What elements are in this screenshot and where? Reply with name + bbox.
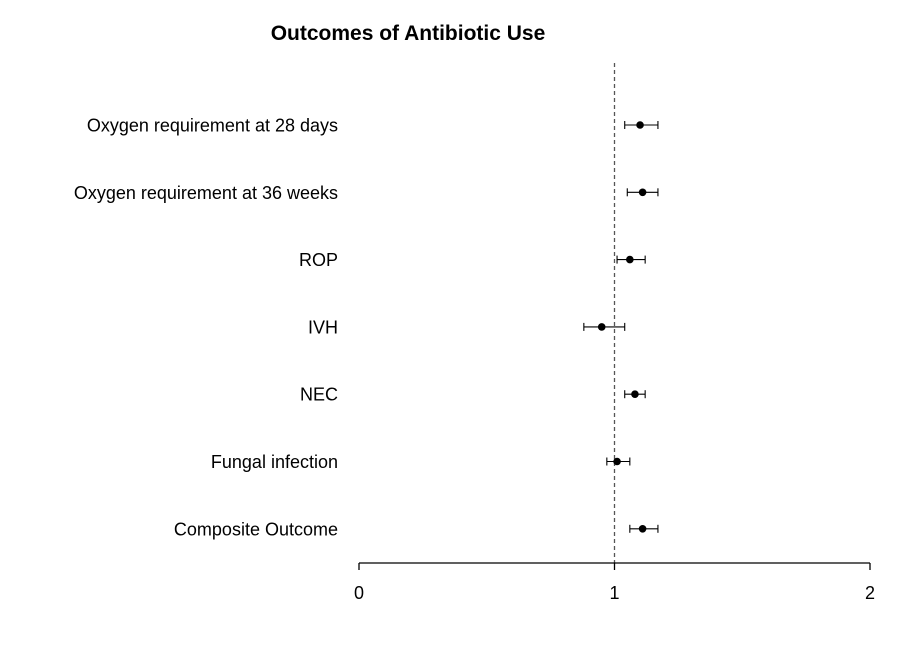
row-label: Oxygen requirement at 36 weeks bbox=[74, 183, 338, 203]
row-labels: Oxygen requirement at 28 days Oxygen requ… bbox=[74, 116, 338, 540]
x-tick-label: 2 bbox=[865, 583, 875, 603]
estimate-point bbox=[597, 323, 606, 331]
estimate-point bbox=[638, 188, 647, 197]
chart-title: Outcomes of Antibiotic Use bbox=[271, 22, 546, 45]
estimate-point bbox=[631, 390, 639, 399]
plot-marks bbox=[583, 121, 659, 533]
x-tick-label: 1 bbox=[609, 583, 619, 603]
estimate-point bbox=[638, 525, 647, 533]
estimate-point bbox=[613, 457, 621, 466]
estimate-point bbox=[626, 255, 634, 264]
row-label: Composite Outcome bbox=[174, 519, 338, 539]
estimate-point bbox=[636, 121, 644, 129]
x-tick-label: 0 bbox=[354, 583, 364, 603]
row-label: IVH bbox=[308, 317, 338, 337]
row-label: NEC bbox=[300, 385, 338, 405]
row-label: Oxygen requirement at 28 days bbox=[87, 116, 338, 136]
row-label: Fungal infection bbox=[211, 452, 338, 472]
row-label: ROP bbox=[299, 250, 338, 270]
x-axis: 0 1 2 bbox=[354, 562, 875, 603]
